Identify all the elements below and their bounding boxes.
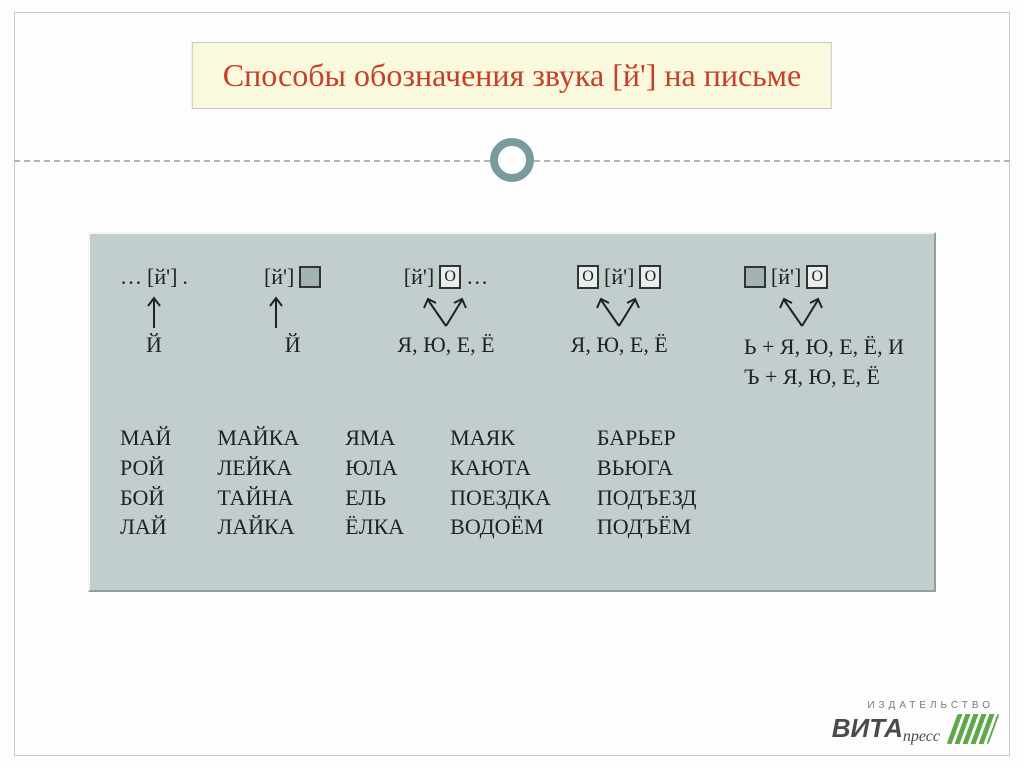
scheme-top: [й']: [264, 262, 321, 292]
content-panel: … [й'] . Й [й']: [88, 232, 936, 592]
arrow-merge-icon: [416, 294, 476, 330]
scheme-col-1: … [й'] . Й: [120, 262, 188, 391]
logo-stripes-icon: [947, 714, 1000, 744]
arrow-merge-icon: [589, 294, 649, 330]
scheme-bottom: Й: [285, 332, 301, 358]
scheme-col-4: O [й'] O Я, Ю, Е, Ё: [571, 262, 668, 391]
example-col-2: МАЙКА ЛЕЙКА ТАЙНА ЛАЙКА: [217, 423, 299, 542]
scheme-top: O [й'] O: [577, 262, 661, 292]
scheme-bottom-line2: Ъ + Я, Ю, Е, Ё: [744, 362, 904, 392]
scheme-top: … [й'] .: [120, 262, 188, 292]
example-word: РОЙ: [120, 453, 171, 483]
phoneme-label: [й']: [147, 264, 177, 290]
example-word: ПОДЪЁМ: [597, 512, 697, 542]
example-word: ЛАЙКА: [217, 512, 299, 542]
arrow-merge-icon: [772, 294, 832, 330]
decorative-ring: [490, 138, 534, 182]
example-word: МАЯК: [450, 423, 551, 453]
example-col-4: МАЯК КАЮТА ПОЕЗДКА ВОДОЁМ: [450, 423, 551, 542]
example-word: ЮЛА: [345, 453, 404, 483]
scheme-row: … [й'] . Й [й']: [120, 262, 904, 391]
vowel-box-icon: O: [439, 265, 461, 289]
arrow-zone: [397, 292, 494, 332]
example-word: ЛАЙ: [120, 512, 171, 542]
example-word: ЁЛКА: [345, 512, 404, 542]
vowel-box-icon: O: [639, 265, 661, 289]
scheme-bottom: Ь + Я, Ю, Е, Ё, И Ъ + Я, Ю, Е, Ё: [744, 332, 904, 391]
example-word: ЕЛЬ: [345, 483, 404, 513]
vowel-box-icon: O: [577, 265, 599, 289]
vowel-box-icon: O: [806, 265, 828, 289]
arrow-zone: [264, 292, 321, 332]
publisher-label: ИЗДАТЕЛЬСТВО: [832, 700, 994, 711]
scheme-col-5: [й'] O Ь + Я, Ю, Е, Ё, И Ъ + Я, Ю, Е, Ё: [744, 262, 904, 391]
example-word: ВОДОЁМ: [450, 512, 551, 542]
example-word: МАЙКА: [217, 423, 299, 453]
consonant-box-icon: [299, 266, 321, 288]
scheme-top: [й'] O: [744, 262, 828, 292]
scheme-bottom: Я, Ю, Е, Ё: [397, 332, 494, 358]
scheme-bottom-line1: Ь + Я, Ю, Е, Ё, И: [744, 332, 904, 362]
arrow-zone: [120, 292, 188, 332]
example-col-3: ЯМА ЮЛА ЕЛЬ ЁЛКА: [345, 423, 404, 542]
arrow-up-icon: [266, 294, 286, 330]
arrow-zone: [571, 292, 668, 332]
example-word: БАРЬЕР: [597, 423, 697, 453]
example-col-5: БАРЬЕР ВЬЮГА ПОДЪЕЗД ПОДЪЁМ: [597, 423, 697, 542]
arrow-up-icon: [144, 294, 164, 330]
scheme-suffix: …: [466, 264, 488, 290]
slide-title: Способы обозначения звука [й'] на письме: [223, 57, 801, 93]
examples-row: МАЙ РОЙ БОЙ ЛАЙ МАЙКА ЛЕЙКА ТАЙНА ЛАЙКА …: [120, 423, 904, 542]
publisher-logo: ИЗДАТЕЛЬСТВО ВИТА пресс: [832, 700, 994, 744]
example-col-1: МАЙ РОЙ БОЙ ЛАЙ: [120, 423, 171, 542]
scheme-bottom: Й: [146, 332, 162, 358]
phoneme-label: [й']: [771, 264, 801, 290]
example-word: ПОДЪЕЗД: [597, 483, 697, 513]
example-word: ТАЙНА: [217, 483, 299, 513]
consonant-box-icon: [744, 266, 766, 288]
scheme-col-3: [й'] O … Я, Ю, Е, Ё: [397, 262, 494, 391]
example-word: ЛЕЙКА: [217, 453, 299, 483]
example-word: КАЮТА: [450, 453, 551, 483]
phoneme-label: [й']: [404, 264, 434, 290]
example-word: ПОЕЗДКА: [450, 483, 551, 513]
scheme-prefix: …: [120, 264, 142, 290]
arrow-zone: [744, 292, 904, 332]
phoneme-label: [й']: [604, 264, 634, 290]
phoneme-label: [й']: [264, 264, 294, 290]
example-word: ЯМА: [345, 423, 404, 453]
example-word: ВЬЮГА: [597, 453, 697, 483]
brand-name: ВИТА: [832, 713, 903, 744]
slide-title-box: Способы обозначения звука [й'] на письме: [192, 42, 832, 109]
brand-sub: пресс: [903, 728, 940, 746]
scheme-bottom: Я, Ю, Е, Ё: [571, 332, 668, 358]
scheme-col-2: [й'] Й: [264, 262, 321, 391]
brand-row: ВИТА пресс: [832, 713, 994, 744]
example-word: МАЙ: [120, 423, 171, 453]
scheme-top: [й'] O …: [404, 262, 488, 292]
scheme-suffix: .: [182, 264, 188, 290]
example-word: БОЙ: [120, 483, 171, 513]
